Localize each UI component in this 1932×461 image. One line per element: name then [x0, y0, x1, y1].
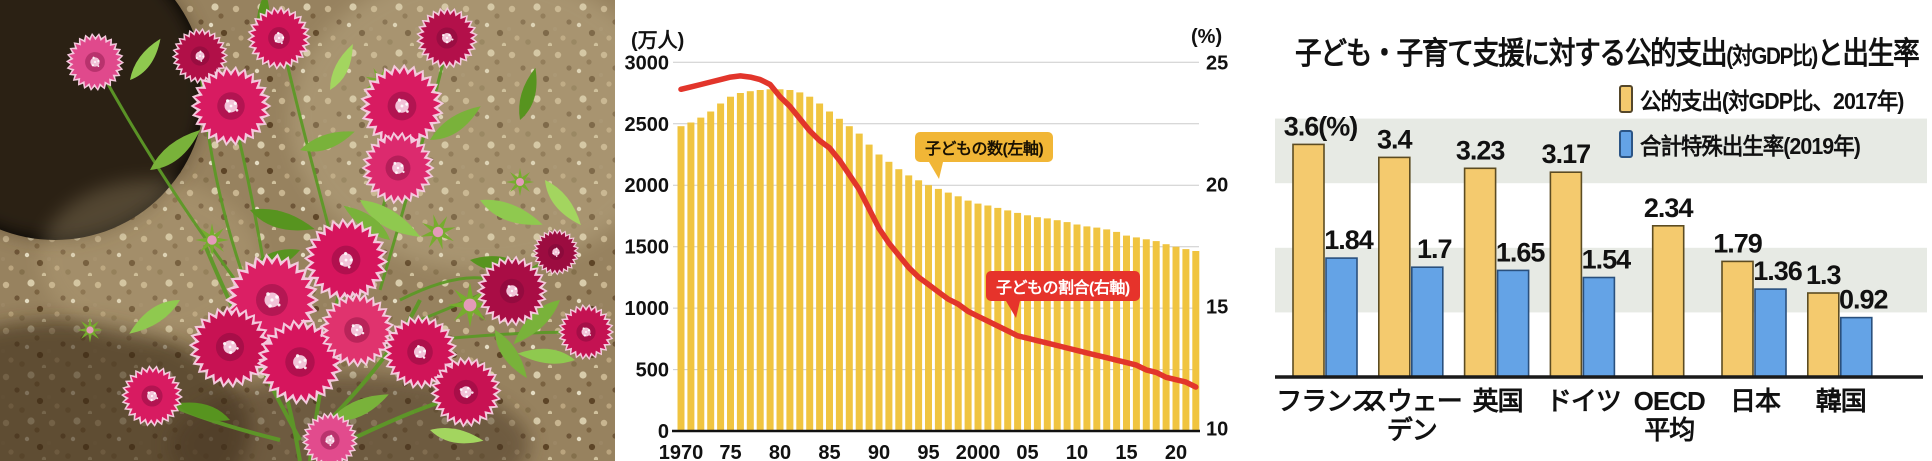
- svg-text:1000: 1000: [625, 298, 670, 320]
- child-ratio-line: [678, 73, 1199, 390]
- x-tick-labels: 1970 75 80 85 90 95 2000 05 10 15 20: [659, 442, 1187, 461]
- svg-text:85: 85: [818, 442, 840, 461]
- svg-text:95: 95: [917, 442, 939, 461]
- value-labels: 3.6(%) 1.84 3.4 1.7 3.23 1.65 3.17 1.54 2.34 1.79…: [1284, 111, 1889, 315]
- svg-text:10: 10: [1206, 419, 1228, 441]
- svg-text:デン: デン: [1387, 415, 1437, 445]
- svg-text:2.34: 2.34: [1644, 193, 1694, 223]
- svg-text:1970: 1970: [659, 442, 704, 461]
- svg-text:0.92: 0.92: [1839, 285, 1888, 315]
- svg-text:20: 20: [1165, 442, 1187, 461]
- svg-text:2500: 2500: [625, 114, 670, 136]
- svg-text:15: 15: [1115, 442, 1137, 461]
- fertility-bars: [1325, 257, 1873, 378]
- svg-text:20: 20: [1206, 175, 1228, 197]
- chart-title-paren: (対GDP比): [1726, 43, 1818, 70]
- legend-swatch-yellow-icon: [1619, 85, 1633, 113]
- svg-text:スウェー: スウェー: [1362, 386, 1462, 416]
- spending-fertility-chart: 3.6(%) 1.84 3.4 1.7 3.23 1.65 3.17 1.54 2.34 1.79…: [1275, 111, 1927, 445]
- svg-text:05: 05: [1016, 442, 1038, 461]
- children-population-chart-panel: 0 500 1000 1500 2000 2500 3000 25 20 15 10 1970 75 80…: [615, 0, 1275, 461]
- svg-text:英国: 英国: [1473, 386, 1523, 416]
- legend-swatch-blue-icon: [1619, 130, 1633, 158]
- line-callout: 子どもの割合(右軸): [986, 271, 1140, 318]
- left-tick-labels: 0 500 1000 1500 2000 2500 3000: [625, 52, 670, 443]
- svg-text:90: 90: [868, 442, 890, 461]
- svg-text:韓国: 韓国: [1816, 386, 1866, 416]
- svg-text:500: 500: [636, 360, 669, 382]
- bars-callout-label: 子どもの数(左軸): [925, 141, 1044, 158]
- svg-text:1.79: 1.79: [1713, 228, 1763, 258]
- chart-title-tail: と出生率: [1817, 36, 1920, 71]
- children-population-chart: 0 500 1000 1500 2000 2500 3000 25 20 15 10 1970 75 80…: [625, 52, 1229, 461]
- legend-row-fertility: 合計特殊出生率(2019年): [1619, 127, 1923, 161]
- svg-text:1.84: 1.84: [1324, 225, 1374, 255]
- svg-text:3.6(%): 3.6(%): [1284, 111, 1358, 141]
- svg-text:3000: 3000: [625, 52, 670, 74]
- child-count-bars: [677, 89, 1200, 432]
- right-axis-unit: (%): [1191, 26, 1223, 48]
- svg-text:1.3: 1.3: [1806, 260, 1842, 290]
- svg-text:3.17: 3.17: [1542, 139, 1591, 169]
- bars-callout: 子どもの数(左軸): [915, 132, 1054, 179]
- svg-text:1.54: 1.54: [1582, 245, 1632, 275]
- svg-text:1.65: 1.65: [1496, 237, 1546, 267]
- chart-title-main: 子ども・子育て支援に対する公的支出: [1295, 36, 1728, 71]
- svg-text:1500: 1500: [625, 237, 670, 259]
- right-tick-labels: 25 20 15 10: [1206, 53, 1228, 441]
- svg-text:OECD: OECD: [1634, 386, 1705, 416]
- legend-label-fertility: 合計特殊出生率(2019年): [1640, 133, 1861, 159]
- svg-text:日本: 日本: [1730, 386, 1781, 416]
- line-callout-label: 子どもの割合(右軸): [996, 280, 1130, 297]
- svg-text:0: 0: [658, 421, 669, 443]
- legend: 公的支出(対GDP比、2017年) 合計特殊出生率(2019年): [1619, 82, 1923, 161]
- svg-text:2000: 2000: [956, 442, 1001, 461]
- svg-text:3.23: 3.23: [1456, 135, 1506, 165]
- chart-title: 子ども・子育て支援に対する公的支出(対GDP比)と出生率: [1295, 28, 1920, 73]
- dianthus-photo: [0, 0, 615, 461]
- svg-text:平均: 平均: [1644, 415, 1694, 445]
- svg-text:15: 15: [1206, 297, 1228, 319]
- svg-text:2000: 2000: [625, 175, 670, 197]
- spending-fertility-chart-panel: 3.6(%) 1.84 3.4 1.7 3.23 1.65 3.17 1.54 2.34 1.79…: [1275, 0, 1932, 461]
- svg-text:1.36: 1.36: [1753, 256, 1803, 286]
- svg-text:75: 75: [719, 442, 741, 461]
- svg-text:ドイツ: ドイツ: [1546, 386, 1621, 416]
- svg-text:1.7: 1.7: [1417, 234, 1452, 264]
- svg-text:10: 10: [1066, 442, 1088, 461]
- left-axis-unit: (万人): [631, 30, 685, 52]
- legend-label-public-spending: 公的支出(対GDP比、2017年): [1640, 88, 1904, 114]
- svg-text:25: 25: [1206, 53, 1228, 75]
- soil-shading: [0, 0, 615, 461]
- svg-text:80: 80: [769, 442, 791, 461]
- public-spending-bars: [1292, 143, 1840, 378]
- svg-text:3.4: 3.4: [1377, 124, 1413, 154]
- legend-row-public-spending: 公的支出(対GDP比、2017年): [1619, 82, 1923, 116]
- svg-text:フランス: フランス: [1276, 386, 1375, 416]
